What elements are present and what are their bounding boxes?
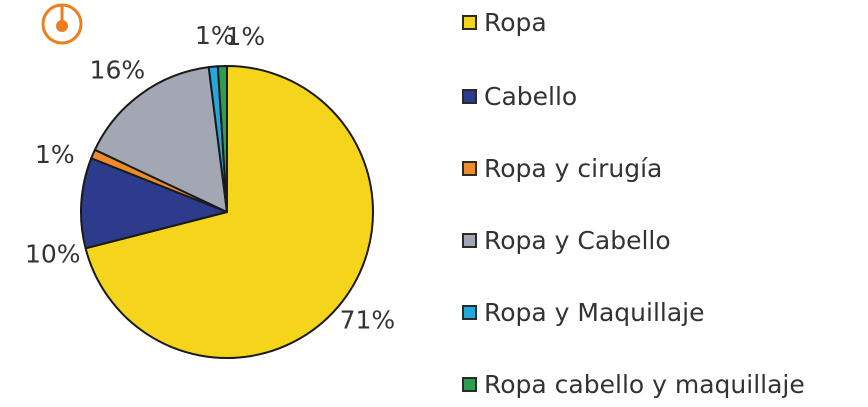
legend-label: Ropa y cirugía [484,154,663,183]
pie-slice-ropa-cabello-y-maquillaje [216,65,228,213]
legend-item-ropa-y-cabello: Ropa y Cabello [462,226,671,255]
legend-swatch [462,233,477,248]
pie-slice-cabello [80,157,228,250]
location-pin-icon [41,3,83,45]
legend-label: Ropa y Maquillaje [484,298,705,327]
pie-chart: 71%10%1%16%1%1% [25,21,396,359]
legend-label: Cabello [484,82,578,111]
legend-label: Ropa cabello y maquillaje [484,370,805,399]
data-label-ropa-y-cirugia: 1% [35,140,75,169]
legend-swatch [462,15,477,30]
legend-item-ropa: Ropa [462,8,547,37]
legend-item-ropa-cabello-y-maquillaje: Ropa cabello y maquillaje [462,370,805,399]
pie-slice-ropa [84,65,374,359]
legend-item-cabello: Cabello [462,82,577,111]
data-label-ropa-cabello-y-maquillaje: 1% [225,22,265,51]
legend-item-ropa-y-cirugia: Ropa y cirugía [462,154,662,183]
data-label-ropa: 71% [340,306,396,335]
legend-label: Ropa y Cabello [484,226,671,255]
legend-swatch [462,89,477,104]
pie-slice-ropa-y-cabello [93,66,228,213]
legend-swatch [462,305,477,320]
legend-item-ropa-y-maquillaje: Ropa y Maquillaje [462,298,705,327]
data-label-cabello: 10% [25,239,81,268]
legend-label: Ropa [484,8,547,37]
legend-swatch [462,377,477,392]
data-label-ropa-y-maquillaje: 1% [195,21,235,50]
legend-swatch [462,161,477,176]
data-label-ropa-y-cabello: 16% [90,56,146,85]
